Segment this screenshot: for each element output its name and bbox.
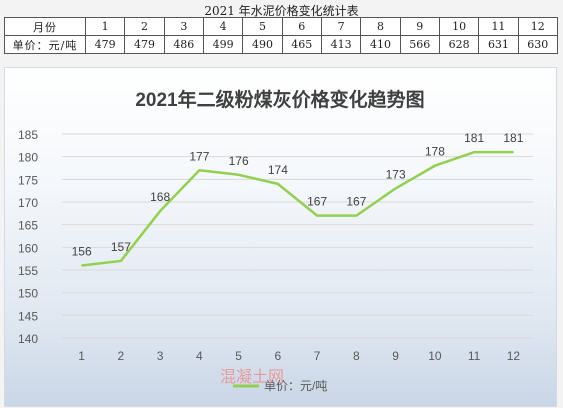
- price-cell: 490: [242, 35, 283, 54]
- y-tick-label: 180: [18, 151, 38, 165]
- price-cell: 413: [320, 35, 362, 54]
- y-tick-label: 150: [18, 287, 38, 301]
- x-tick-label: 3: [157, 349, 164, 363]
- y-tick-label: 160: [18, 241, 38, 255]
- price-cell: 630: [517, 35, 559, 54]
- data-point: [434, 165, 436, 167]
- data-point: [512, 151, 514, 153]
- month-cell: 12: [517, 17, 559, 36]
- y-tick-label: 170: [18, 196, 38, 210]
- price-cell: 499: [202, 35, 244, 54]
- x-tick-label: 4: [196, 349, 203, 363]
- data-point: [81, 264, 83, 266]
- data-label: 181: [503, 131, 523, 145]
- month-cell: 7: [320, 17, 362, 36]
- data-point: [277, 183, 279, 185]
- price-cell: 410: [360, 35, 401, 54]
- data-point: [238, 174, 240, 176]
- x-tick-label: 11: [468, 349, 481, 363]
- price-cell: 479: [84, 35, 126, 54]
- y-tick-label: 140: [18, 332, 38, 346]
- month-row: 月份 1 2 3 4 5 6 7 8 9 10 11 12: [4, 17, 559, 36]
- month-row-header: 月份: [4, 17, 86, 36]
- chart-title: 2021年二级粉煤灰价格变化趋势图: [135, 88, 424, 111]
- x-tick-label: 10: [428, 349, 442, 363]
- y-tick-label: 175: [18, 173, 38, 187]
- data-point: [120, 260, 122, 262]
- x-tick-label: 1: [78, 349, 85, 363]
- legend-label: 单价：元/吨: [264, 379, 327, 393]
- data-label: 173: [386, 167, 406, 181]
- month-cell: 1: [84, 17, 126, 36]
- y-tick-label: 155: [18, 264, 38, 278]
- data-label: 167: [346, 195, 366, 209]
- chart-area: 2021年二级粉煤灰价格变化趋势图 140 145 150 155 160 165 170 1…: [4, 67, 557, 407]
- flyash-price-line-chart: 2021年二级粉煤灰价格变化趋势图 1401451501551601651701…: [18, 88, 533, 393]
- y-tick-label: 145: [18, 309, 38, 323]
- price-cell: 479: [124, 35, 165, 54]
- month-cell: 3: [163, 17, 204, 36]
- series-line: [81, 150, 514, 267]
- price-row: 单价：元/吨 479 479 486 499 490 465 413 410 5…: [4, 35, 559, 54]
- month-cell: 8: [360, 17, 401, 36]
- data-point: [355, 215, 357, 217]
- price-cell: 631: [478, 35, 519, 54]
- data-label: 167: [307, 195, 327, 209]
- y-tick-label: 165: [18, 219, 38, 233]
- month-cell: 11: [478, 17, 519, 36]
- data-point: [473, 151, 475, 153]
- data-point: [198, 169, 200, 171]
- data-point: [316, 215, 318, 217]
- data-label: 168: [150, 190, 170, 204]
- data-label: 157: [111, 240, 131, 254]
- data-point: [395, 187, 397, 189]
- x-tick-label: 5: [235, 349, 242, 363]
- price-cell: 486: [163, 35, 204, 54]
- watermark-text: 混凝土网: [220, 367, 285, 386]
- x-tick-label: 6: [275, 349, 282, 363]
- month-cell: 9: [399, 17, 440, 36]
- data-label: 181: [464, 131, 484, 145]
- price-row-header: 单价：元/吨: [4, 35, 86, 54]
- month-cell: 4: [202, 17, 244, 36]
- data-point: [159, 210, 161, 212]
- x-tick-label: 2: [118, 349, 125, 363]
- data-label: 156: [72, 244, 92, 258]
- x-tick-label: 7: [314, 349, 321, 363]
- month-cell: 2: [124, 17, 165, 36]
- x-tick-label: 12: [507, 349, 521, 363]
- month-cell: 10: [438, 17, 480, 36]
- data-label: 177: [189, 149, 209, 163]
- price-cell: 628: [438, 35, 480, 54]
- data-label: 174: [268, 163, 288, 177]
- price-cell: 465: [281, 35, 322, 54]
- x-tick-label: 9: [392, 349, 399, 363]
- price-cell: 566: [399, 35, 440, 54]
- y-tick-label: 185: [18, 128, 38, 142]
- month-cell: 5: [242, 17, 283, 36]
- table-title: 2021 年水泥价格变化统计表: [204, 4, 359, 18]
- x-tick-label: 8: [353, 349, 360, 363]
- month-cell: 6: [281, 17, 322, 36]
- cement-price-table: 月份 1 2 3 4 5 6 7 8 9 10 11 12 单价：元/吨 479…: [4, 17, 559, 54]
- data-label: 178: [425, 145, 445, 159]
- data-label: 176: [229, 154, 249, 168]
